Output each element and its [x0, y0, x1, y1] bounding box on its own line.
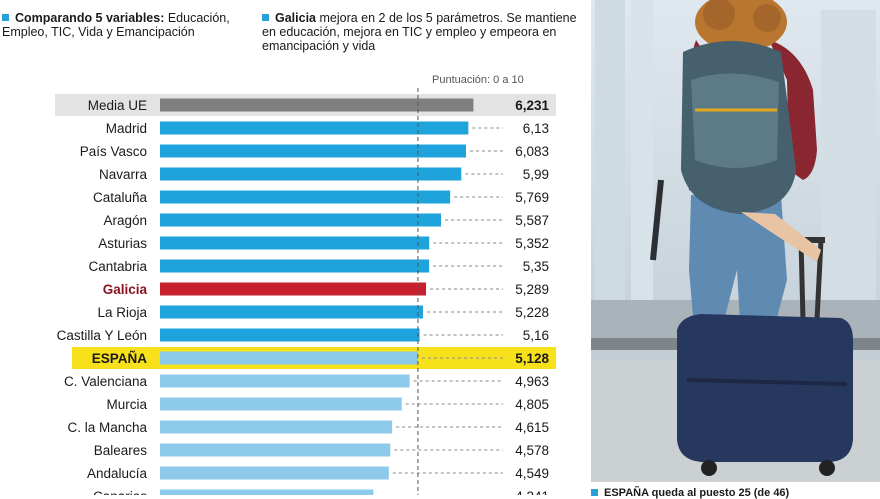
category-label-11: ESPAÑA [92, 351, 148, 366]
bar-8 [160, 282, 427, 296]
note-galicia: Galicia mejora en 2 de los 5 parámetros.… [262, 11, 582, 53]
category-label-16: Andalucía [87, 466, 148, 481]
bar-14 [160, 420, 393, 434]
category-label-17: Canarias [93, 489, 147, 495]
value-label-4: 5,769 [515, 190, 549, 205]
bar-15 [160, 443, 391, 457]
value-label-6: 5,352 [515, 236, 549, 251]
bar-7 [160, 259, 430, 273]
traveler-photo-icon [591, 0, 880, 482]
bar-5 [160, 213, 442, 227]
category-label-15: Baleares [94, 443, 148, 458]
value-label-7: 5,35 [523, 259, 549, 274]
category-label-6: Asturias [98, 236, 147, 251]
bar-16 [160, 466, 389, 480]
category-label-1: Madrid [106, 121, 147, 136]
bar-6 [160, 236, 430, 250]
bar-17 [160, 489, 374, 495]
note-variables-bold: Comparando 5 variables: [15, 11, 165, 25]
category-label-8: Galicia [103, 282, 148, 297]
bar-13 [160, 397, 402, 411]
value-label-10: 5,16 [523, 328, 549, 343]
value-label-14: 4,615 [515, 420, 549, 435]
value-label-17: 4,241 [515, 489, 549, 495]
category-label-14: C. la Mancha [67, 420, 147, 435]
value-label-9: 5,228 [515, 305, 549, 320]
bar-11 [160, 351, 418, 365]
category-label-3: Navarra [99, 167, 148, 182]
value-label-8: 5,289 [515, 282, 549, 297]
bar-10 [160, 328, 420, 342]
ranking-bar-chart: Media UE 6,231 Madrid 6,13 País Vasco 6,083 Na… [55, 88, 556, 495]
note-variables-text: Educación, Empleo, TIC, Vida y Emancipac… [2, 11, 230, 39]
bullet-square-icon [2, 14, 9, 21]
photo-caption-text: ESPAÑA queda al puesto 25 (de 46) [604, 487, 790, 499]
scale-caption: Puntuación: 0 a 10 [432, 74, 524, 86]
bar-2 [160, 144, 466, 158]
bar-4 [160, 190, 451, 204]
value-label-11: 5,128 [515, 351, 549, 366]
bullet-square-icon [262, 14, 269, 21]
bar-3 [160, 167, 462, 181]
value-label-13: 4,805 [515, 397, 549, 412]
note-galicia-bold: Galicia [275, 11, 316, 25]
value-label-1: 6,13 [523, 121, 549, 136]
value-label-5: 5,587 [515, 213, 549, 228]
bar-9 [160, 305, 423, 319]
bar-1 [160, 121, 469, 135]
value-label-16: 4,549 [515, 466, 549, 481]
note-galicia-text: mejora en 2 de los 5 parámetros. Se mant… [262, 11, 577, 53]
category-label-12: C. Valenciana [64, 374, 148, 389]
category-label-0: Media UE [88, 98, 147, 113]
bar-12 [160, 374, 410, 388]
category-label-2: País Vasco [80, 144, 147, 159]
value-label-12: 4,963 [515, 374, 549, 389]
note-variables: Comparando 5 variables: Educación, Emple… [2, 11, 242, 39]
value-label-0: 6,231 [515, 98, 549, 113]
value-label-3: 5,99 [523, 167, 549, 182]
category-label-10: Castilla Y León [57, 328, 147, 343]
value-label-15: 4,578 [515, 443, 549, 458]
photo-caption: ESPAÑA queda al puesto 25 (de 46) [591, 487, 789, 499]
category-label-7: Cantabria [88, 259, 147, 274]
category-label-5: Aragón [103, 213, 147, 228]
value-label-2: 6,083 [515, 144, 549, 159]
bullet-square-icon [591, 489, 598, 496]
category-label-9: La Rioja [97, 305, 147, 320]
category-label-4: Cataluña [93, 190, 148, 205]
bar-0 [160, 98, 474, 112]
category-label-13: Murcia [106, 397, 147, 412]
